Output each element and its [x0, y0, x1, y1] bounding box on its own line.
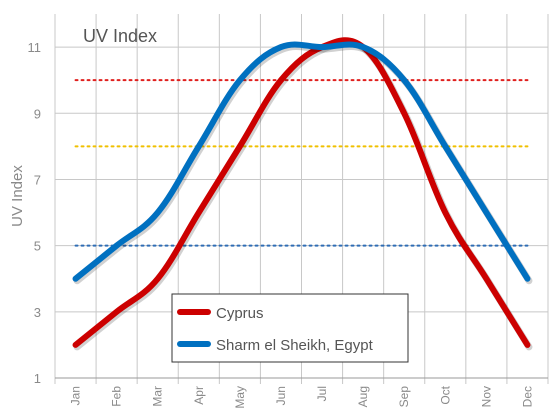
- x-tick-label-oct: Oct: [438, 385, 452, 404]
- x-tick-label-feb: Feb: [110, 386, 124, 407]
- y-axis-title: UV Index: [9, 165, 26, 227]
- legend-label-sharm-el-sheikh: Sharm el Sheikh, Egypt: [216, 337, 374, 354]
- series-line-sharm-el-sheikh: [72, 41, 531, 282]
- y-tick-label-9: 9: [34, 106, 41, 121]
- chart-title: UV Index: [83, 26, 157, 46]
- x-tick-label-jan: Jan: [69, 386, 83, 405]
- legend-box: [171, 293, 409, 363]
- x-tick-label-jul: Jul: [315, 386, 329, 401]
- x-tick-label-may: May: [233, 386, 247, 409]
- legend-label-cyprus: Cyprus: [216, 305, 264, 322]
- y-tick-label-5: 5: [34, 239, 41, 254]
- x-tick-label-apr: Apr: [192, 386, 206, 405]
- y-tick-label-1: 1: [34, 371, 41, 386]
- x-tick-label-sep: Sep: [397, 386, 411, 408]
- y-tick-label-7: 7: [34, 172, 41, 187]
- y-tick-label-11: 11: [28, 40, 42, 55]
- y-tick-label-3: 3: [34, 305, 41, 320]
- x-tick-label-jun: Jun: [274, 386, 288, 405]
- series-line-cyprus: [72, 37, 531, 348]
- x-tick-label-dec: Dec: [520, 386, 534, 407]
- x-tick-label-aug: Aug: [356, 386, 370, 407]
- x-tick-label-mar: Mar: [151, 386, 165, 407]
- x-tick-label-nov: Nov: [479, 386, 493, 407]
- series-layer: [72, 37, 533, 351]
- legend: Cyprus Sharm el Sheikh, Egypt: [171, 293, 409, 363]
- axes: 1 3 5 7 9 11 Jan Feb Mar Apr May Jun Jul Aug Sep Oct Nov…: [28, 40, 548, 409]
